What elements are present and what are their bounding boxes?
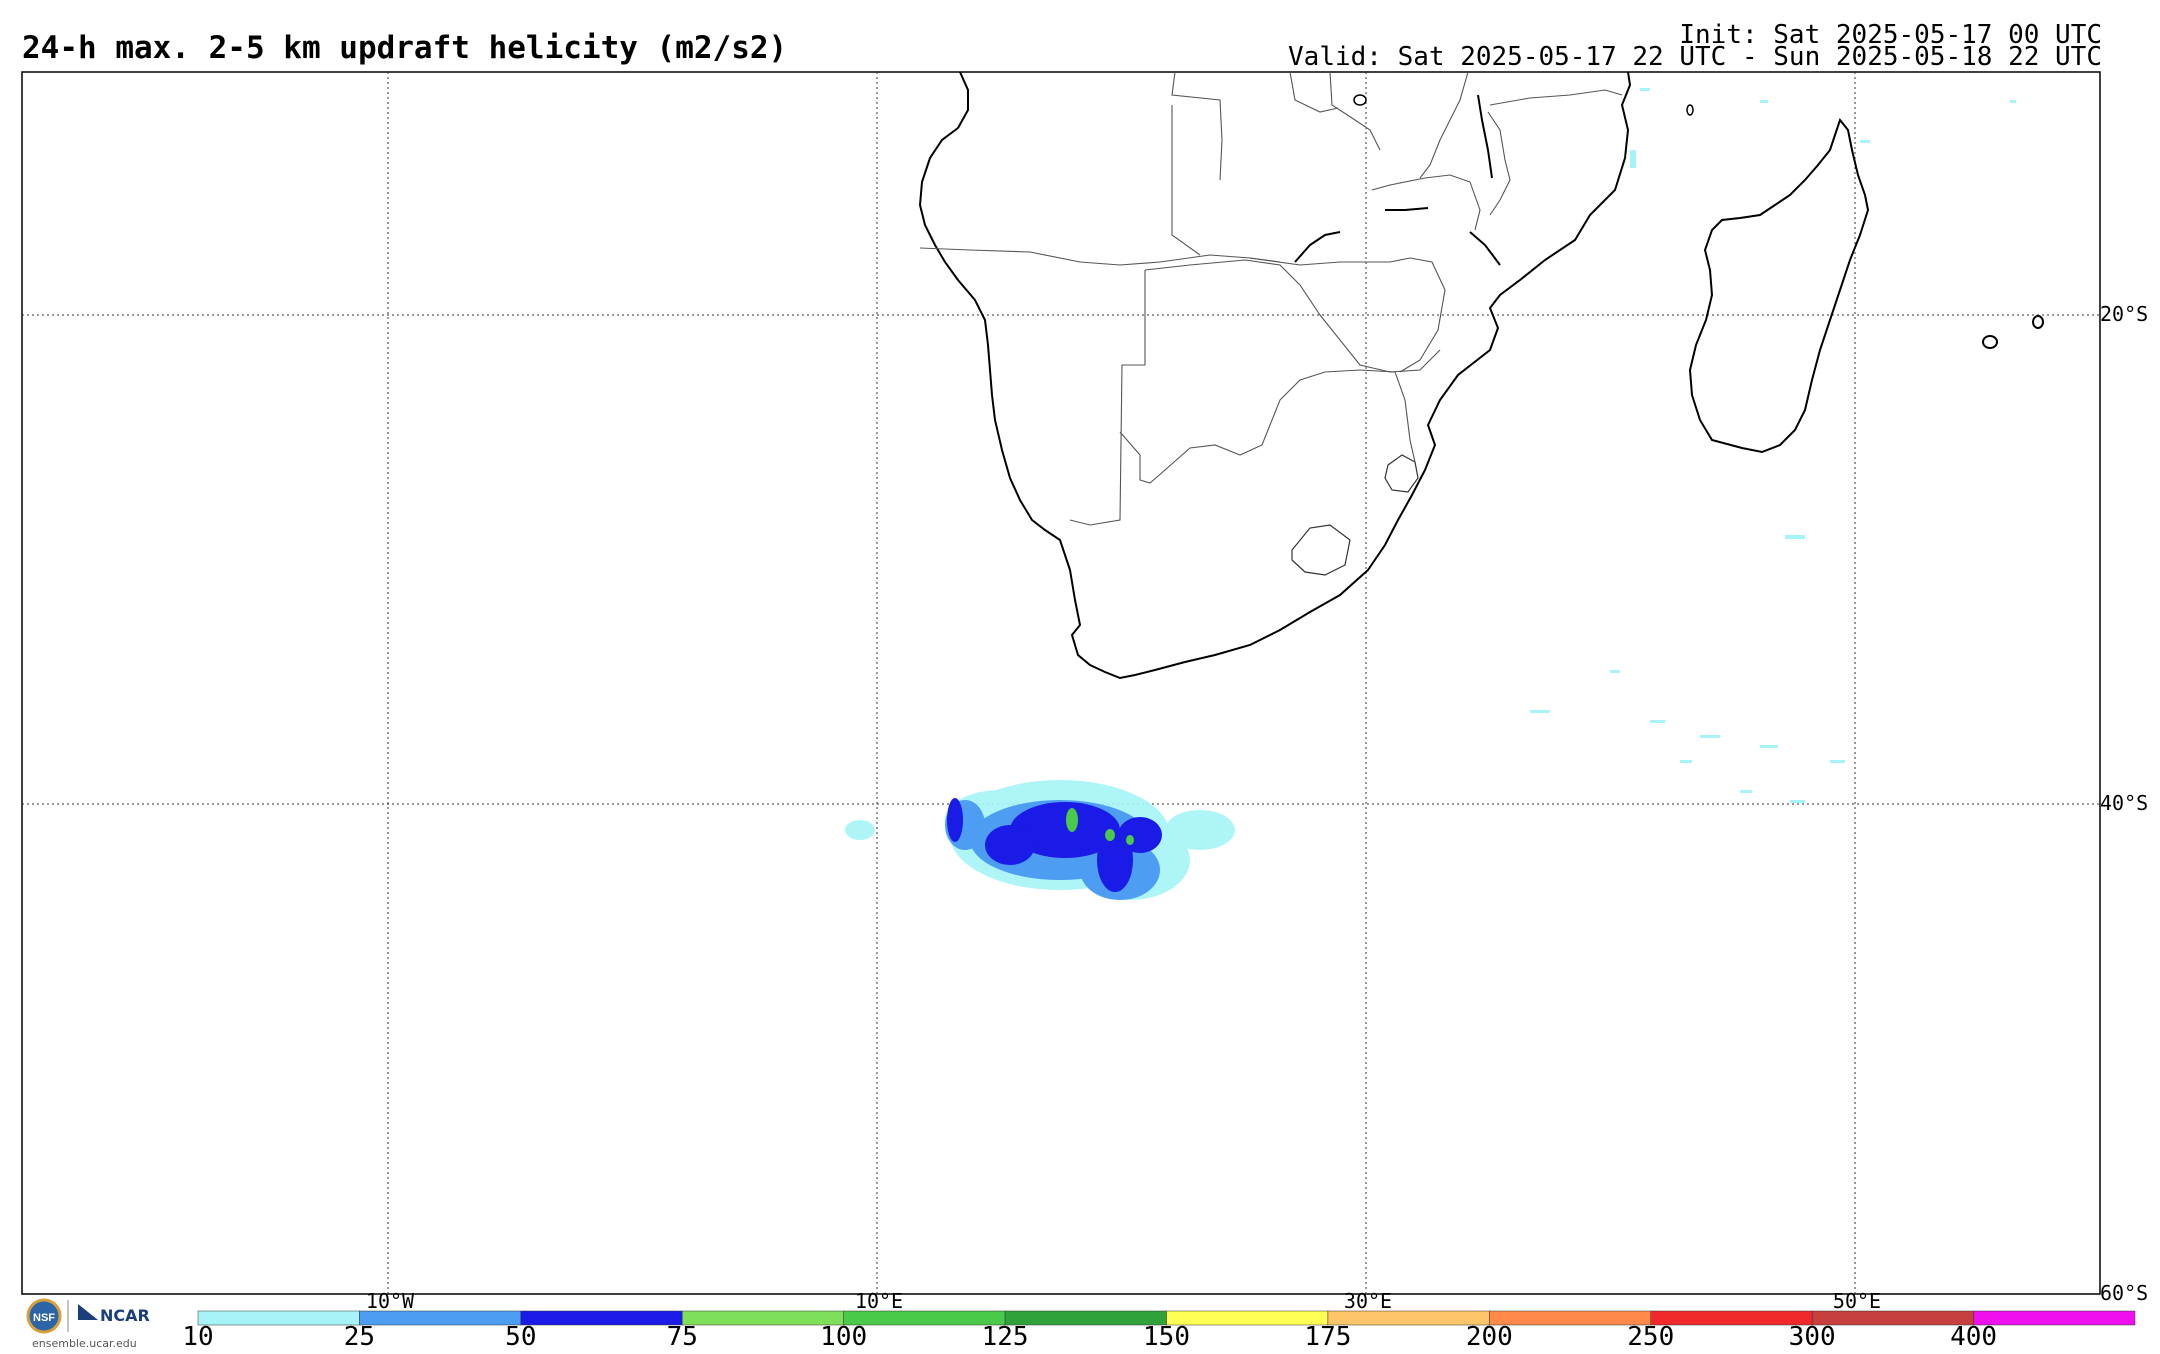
helicity-field [845, 88, 2016, 900]
colorbar-tick-label: 10 [182, 1322, 214, 1352]
nsf-ncar-logo: NSF [26, 1298, 98, 1334]
ensemble-url: ensemble.ucar.edu [32, 1337, 137, 1350]
init-time: Init: Sat 2025-05-17 00 UTC [1679, 20, 2102, 50]
country-borders [919, 71, 1623, 526]
svg-text:NSF: NSF [33, 1312, 55, 1324]
madagascar [1688, 117, 1870, 454]
colorbar-tick-label: 250 [1627, 1322, 1675, 1352]
lake-malawi [1477, 94, 1493, 179]
lat-label-40s: 40°S [2100, 791, 2149, 815]
cahora-bassa [1385, 207, 1429, 211]
lat-label-20s: 20°S [2100, 302, 2149, 326]
colorbar-tick-label: 175 [1304, 1322, 1352, 1352]
colorbar-tick-label: 75 [666, 1322, 698, 1352]
lake-kariba [1294, 231, 1341, 263]
lake-island [1353, 94, 1367, 106]
lon-label-50e: 50°E [1832, 1289, 1882, 1313]
colorbar-tick-label: 300 [1788, 1322, 1836, 1352]
valid-time: Valid: Sat 2025-05-17 22 UTC - Sun 2025-… [1288, 42, 2102, 72]
ncar-wordmark: NCAR [100, 1306, 150, 1325]
lon-label-10e: 10°E [854, 1289, 904, 1313]
map-frame [21, 71, 2101, 1295]
comoros-island [1686, 104, 1694, 116]
page-title: 24-h max. 2-5 km updraft helicity (m2/s2… [22, 30, 788, 66]
colorbar-tick-label: 400 [1950, 1322, 1998, 1352]
colorbar-tick-label: 200 [1465, 1322, 1513, 1352]
lat-label-60s: 60°S [2100, 1281, 2149, 1305]
lesotho [1291, 524, 1351, 576]
reunion-island [1982, 335, 1998, 349]
africa-coastline [918, 71, 1632, 680]
colorbar-tick-label: 150 [1143, 1322, 1190, 1352]
lake-shire [1469, 231, 1501, 266]
mauritius-island [2032, 315, 2044, 329]
colorbar-tick-label: 25 [343, 1322, 376, 1352]
lon-label-30e: 30°E [1343, 1289, 1393, 1313]
colorbar-tick-label: 100 [820, 1322, 868, 1352]
colorbar-tick-label: 50 [505, 1322, 537, 1352]
graticule [22, 72, 2100, 1294]
eswatini [1384, 454, 1419, 493]
lon-label-10w: 10°W [365, 1289, 415, 1313]
colorbar-tick-label: 125 [981, 1322, 1029, 1352]
